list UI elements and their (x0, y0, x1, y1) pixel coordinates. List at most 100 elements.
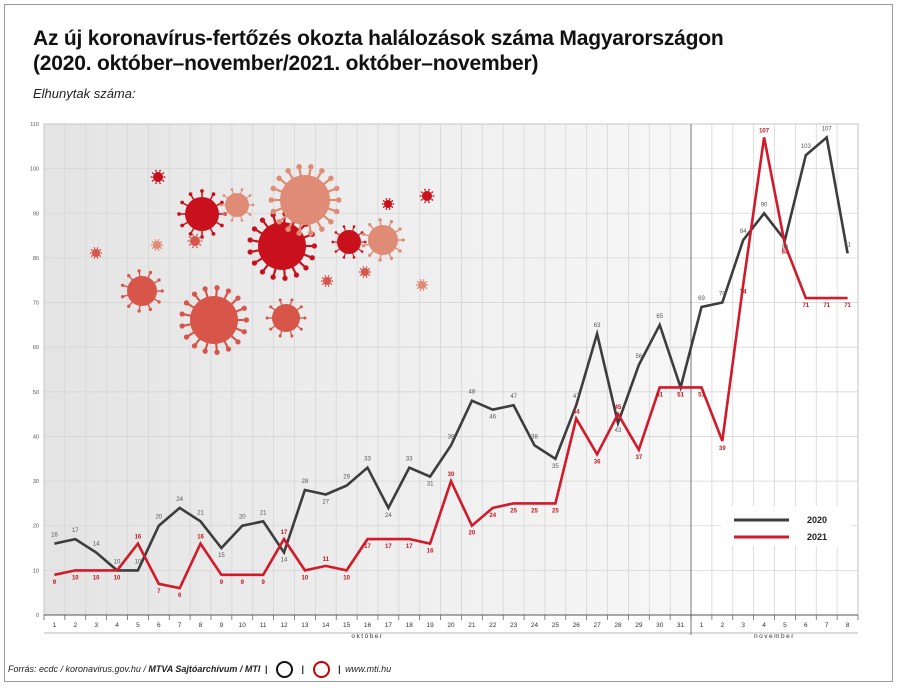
virus-spike-tip (222, 194, 226, 197)
virus-spike-tip (428, 188, 430, 191)
data-label-2020: 24 (385, 513, 392, 519)
virus-spike-tip (127, 274, 131, 278)
data-label-2020: 63 (594, 323, 601, 329)
virus-icon (419, 188, 435, 204)
data-label-2020: 35 (552, 464, 559, 470)
data-label-2020: 20 (239, 515, 246, 521)
virus-spike-tip (199, 236, 202, 238)
virus-spike-tip (319, 226, 325, 232)
virus-spike-tip (358, 271, 361, 273)
virus-spike-tip (120, 295, 125, 299)
virus-spike-tip (270, 185, 277, 192)
virus-spike-tip (90, 249, 93, 251)
virus-spike-tip (420, 199, 423, 201)
virus-spike-tip (219, 203, 223, 207)
virus-spike-tip (320, 280, 323, 282)
virus-spike-tip (179, 323, 185, 329)
virus-spike-tip (416, 287, 419, 289)
virus-body (272, 304, 300, 332)
data-label-2021: 71 (823, 303, 830, 309)
virus-icon (268, 164, 342, 236)
virus-spike-tip (188, 192, 193, 196)
virus-spike-tip (235, 295, 241, 301)
virus-spike-tip (148, 307, 153, 312)
virus-spike-tip (191, 343, 198, 349)
virus-spike-tip (382, 206, 385, 208)
data-label-2021: 39 (719, 446, 726, 452)
virus-spike-tip (299, 327, 303, 331)
virus-spike-tip (401, 238, 405, 242)
virus-icon (247, 211, 318, 281)
virus-spike-tip (192, 233, 194, 236)
data-label-2021: 16 (135, 535, 142, 541)
y-tick-label: 30 (33, 479, 39, 485)
data-label-2020: 46 (489, 415, 496, 421)
data-label-2021: 51 (698, 392, 705, 398)
virus-spike-tip (96, 247, 99, 249)
y-tick-label: 50 (33, 390, 39, 396)
data-label-2020: 47 (510, 394, 517, 400)
virus-spike-tip (247, 237, 253, 243)
virus-spike-tip (150, 176, 153, 178)
virus-spike-tip (425, 281, 428, 283)
virus-spike-tip (425, 287, 428, 289)
virus-spike-tip (265, 316, 269, 320)
data-label-2021: 24 (489, 513, 496, 519)
data-label-2020: 48 (469, 390, 476, 396)
x-tick-label: 31 (677, 622, 685, 629)
data-label-2020: 51 (677, 392, 684, 398)
data-label-2020: 14 (93, 542, 100, 548)
footer-website[interactable]: www.mti.hu (345, 663, 392, 674)
data-label-2021: 17 (364, 544, 371, 550)
data-label-2021: 37 (636, 455, 643, 461)
virus-spike-tip (359, 268, 362, 270)
virus-spike-tip (308, 230, 314, 236)
virus-spike-tip (241, 305, 247, 311)
virus-spike-tip (251, 260, 258, 266)
data-label-2020: 31 (427, 482, 434, 488)
data-label-2021: 71 (844, 303, 851, 309)
x-tick-label: 8 (199, 622, 203, 629)
virus-spike-tip (269, 327, 273, 331)
virus-spike-tip (328, 175, 334, 182)
y-tick-label: 110 (30, 122, 39, 128)
footer-sources: Forrás: ecdc / koronavirus.gov.hu / (8, 663, 149, 674)
virus-spike-tip (214, 349, 220, 355)
virus-spike-tip (199, 244, 202, 246)
data-label-2020: 29 (343, 475, 350, 481)
virus-spike-tip (230, 188, 234, 191)
virus-spike-tip (389, 219, 394, 224)
x-tick-label: 14 (322, 622, 330, 629)
x-tick-label: 13 (301, 622, 309, 629)
virus-body (337, 230, 361, 254)
virus-spike-tip (154, 239, 157, 241)
virus-spike-tip (419, 195, 422, 197)
x-tick-label: 5 (136, 622, 140, 629)
virus-spike-tip (333, 185, 340, 192)
chart-frame (4, 4, 893, 682)
virus-spike-tip (342, 225, 346, 228)
virus-spike-tip (243, 317, 250, 323)
data-label-2020: 33 (406, 457, 413, 463)
virus-spike-tip (155, 169, 157, 172)
virus-spike-tip (290, 298, 294, 302)
x-tick-label: 8 (846, 622, 850, 629)
virus-spike-tip (361, 244, 366, 248)
virus-spike-tip (183, 334, 190, 340)
y-axis-label: Elhunytak száma: (33, 86, 136, 101)
x-tick-label: 11 (260, 622, 267, 629)
data-label-2021: 17 (406, 544, 413, 550)
virus-spike-tip (151, 241, 154, 243)
virus-spike-tip (248, 213, 252, 216)
virus-spike-tip (196, 246, 198, 249)
x-tick-label: 22 (489, 622, 497, 629)
virus-spike-tip (368, 274, 371, 276)
virus-spike-tip (278, 334, 282, 338)
virus-spike-tip (137, 309, 141, 313)
data-label-2020: 107 (822, 126, 833, 132)
virus-icon (358, 266, 372, 278)
data-label-2021: 51 (677, 392, 684, 398)
data-label-2021: 17 (281, 530, 288, 536)
data-label-2020: 38 (531, 434, 538, 440)
virus-spike-tip (424, 201, 426, 204)
